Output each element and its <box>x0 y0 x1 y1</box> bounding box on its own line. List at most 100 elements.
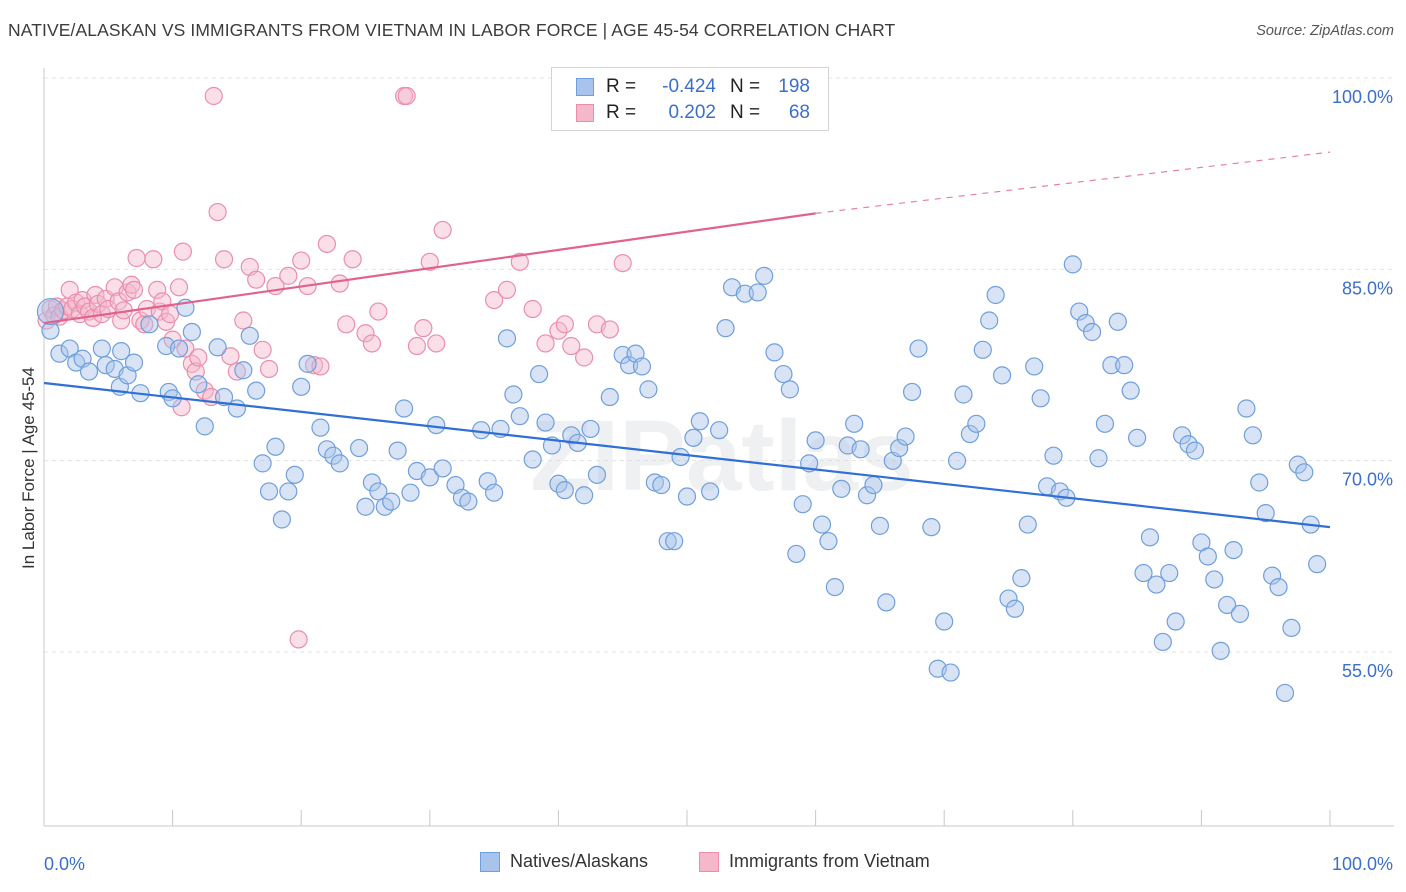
point-natives-alaskans <box>401 483 420 502</box>
point-natives-alaskans <box>1089 449 1108 468</box>
point-natives-alaskans <box>1256 504 1275 523</box>
point-natives-alaskans <box>639 380 658 399</box>
legend-label-natives: Natives/Alaskans <box>510 851 649 871</box>
point-natives-alaskans <box>330 454 349 473</box>
point-natives-alaskans <box>819 532 838 551</box>
point-natives-alaskans <box>394 399 414 418</box>
point-natives-alaskans <box>1121 381 1140 400</box>
point-natives-alaskans <box>845 414 864 433</box>
trend-line-natives <box>43 381 1331 529</box>
point-natives-alaskans <box>1012 569 1031 588</box>
y-tick-label: 85.0% <box>1342 278 1393 298</box>
point-natives-alaskans <box>1044 446 1063 465</box>
point-natives-alaskans <box>140 315 159 334</box>
point-natives-alaskans <box>755 266 774 285</box>
point-natives-alaskans <box>1095 414 1115 433</box>
point-immigrants-vietnam <box>420 252 439 271</box>
point-natives-alaskans <box>864 475 883 495</box>
point-natives-alaskans <box>1134 563 1153 583</box>
point-natives-alaskans <box>620 356 639 375</box>
legend-r-label: R = <box>606 76 637 97</box>
point-natives-alaskans <box>112 342 131 361</box>
point-immigrants-vietnam <box>304 356 324 375</box>
legend-r-value: 0.202 <box>668 102 716 123</box>
point-immigrants-vietnam <box>259 359 279 379</box>
y-axis-label: In Labor Force | Age 45-54 <box>19 367 38 569</box>
point-natives-alaskans <box>857 486 877 505</box>
point-immigrants-vietnam <box>127 248 146 268</box>
point-immigrants-vietnam <box>144 250 163 269</box>
point-natives-alaskans <box>382 492 401 511</box>
point-natives-alaskans <box>427 415 446 435</box>
point-natives-alaskans <box>523 450 542 469</box>
point-immigrants-vietnam <box>227 362 246 381</box>
point-natives-alaskans <box>1185 441 1205 460</box>
point-natives-alaskans <box>671 447 690 467</box>
point-immigrants-vietnam <box>433 220 452 240</box>
point-immigrants-vietnam <box>173 242 192 261</box>
point-natives-alaskans <box>960 424 980 444</box>
point-natives-alaskans <box>1140 528 1160 547</box>
point-natives-alaskans <box>96 356 115 375</box>
point-natives-alaskans <box>472 421 491 440</box>
point-natives-alaskans <box>1082 322 1102 342</box>
point-natives-alaskans <box>459 492 478 511</box>
legend-n-label: N = <box>730 76 761 97</box>
legend-n-value: 198 <box>778 76 810 97</box>
point-natives-alaskans <box>292 377 311 396</box>
point-natives-alaskans <box>195 417 214 436</box>
point-natives-alaskans <box>787 544 806 564</box>
point-natives-alaskans <box>1230 604 1250 623</box>
point-natives-alaskans <box>870 516 890 535</box>
point-natives-alaskans <box>806 431 825 450</box>
x-tick-label: 100.0% <box>1332 854 1393 874</box>
point-natives-alaskans <box>748 283 767 302</box>
point-immigrants-vietnam <box>204 86 223 106</box>
point-immigrants-vietnam <box>317 234 337 254</box>
point-natives-alaskans <box>79 362 99 381</box>
point-natives-alaskans <box>208 338 227 357</box>
point-immigrants-vietnam <box>369 302 388 321</box>
legend-swatch-blue <box>576 78 594 96</box>
legend-item-natives: Natives/Alaskans <box>480 851 648 872</box>
point-natives-alaskans <box>780 380 799 399</box>
point-natives-alaskans <box>1243 426 1262 445</box>
point-natives-alaskans <box>478 472 497 491</box>
point-immigrants-vietnam <box>356 324 375 343</box>
point-immigrants-vietnam <box>253 340 272 359</box>
legend-swatch-vietnam <box>699 851 719 872</box>
point-immigrants-vietnam <box>148 280 167 299</box>
point-immigrants-vietnam <box>407 336 427 356</box>
point-natives-alaskans <box>812 515 832 534</box>
point-immigrants-vietnam <box>189 348 208 367</box>
y-tick-label: 70.0% <box>1342 470 1393 490</box>
point-natives-alaskans <box>967 414 986 433</box>
point-immigrants-vietnam <box>427 334 446 353</box>
point-natives-alaskans <box>716 319 735 338</box>
point-natives-alaskans <box>50 344 69 363</box>
point-natives-alaskans <box>1160 563 1179 583</box>
point-immigrants-vietnam <box>289 630 308 649</box>
point-natives-alaskans <box>1005 599 1025 618</box>
point-natives-alaskans <box>433 459 452 478</box>
point-natives-alaskans <box>980 311 999 330</box>
point-natives-alaskans <box>247 381 266 400</box>
point-natives-alaskans <box>504 385 523 404</box>
point-natives-alaskans <box>710 421 729 440</box>
point-natives-alaskans <box>1295 463 1314 482</box>
point-natives-alaskans <box>1275 683 1295 703</box>
legend-swatch-pink <box>576 104 594 122</box>
point-natives-alaskans <box>1282 618 1301 638</box>
trend-line-vietnam <box>43 212 816 325</box>
point-natives-alaskans <box>1063 255 1082 274</box>
point-natives-alaskans <box>973 340 992 359</box>
series-legend: Natives/Alaskans Immigrants from Vietnam <box>0 851 1406 879</box>
point-immigrants-vietnam <box>330 274 349 293</box>
watermark: ZIPatlas <box>530 400 914 512</box>
point-natives-alaskans <box>279 482 298 501</box>
correlation-legend: R = -0.424 N = 198 R = 0.202 N = 68 <box>551 67 829 131</box>
point-immigrants-vietnam <box>485 290 504 310</box>
point-immigrants-vietnam <box>510 252 529 271</box>
point-natives-alaskans <box>266 437 285 456</box>
